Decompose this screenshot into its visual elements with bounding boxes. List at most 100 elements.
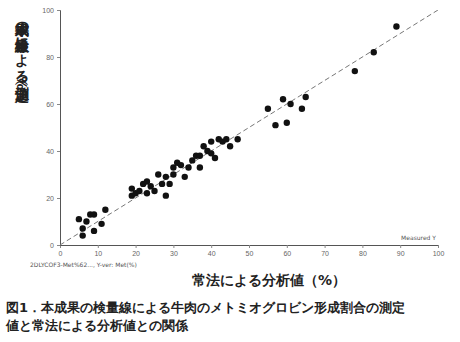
point — [155, 171, 161, 177]
point — [197, 153, 203, 159]
tick-label: 80 — [359, 250, 367, 257]
tick-mark — [362, 245, 363, 248]
tick: 50 — [246, 245, 254, 257]
point — [212, 155, 218, 161]
x-axis-title: 常法による分析値（%） — [192, 272, 346, 288]
tick-label: 40 — [208, 250, 216, 257]
title: 図1．本成果の検量線による牛肉のメトミオグロビン形成割合の測定値と常法による分析… — [5, 300, 405, 333]
annotation: 2DLYCOF3-Met%62..., Y-ver: Met(%) — [30, 261, 137, 268]
point — [76, 216, 82, 222]
point — [136, 188, 142, 194]
tick-mark — [57, 245, 60, 246]
tick-mark — [400, 245, 401, 248]
tick: 70 — [321, 245, 329, 257]
tick-label: 90 — [397, 250, 405, 257]
point — [182, 174, 188, 180]
y-axis-title: 本成果の検量線による測定値（%） — [13, 12, 30, 104]
point — [352, 68, 358, 74]
fit-line — [60, 10, 438, 245]
point — [284, 120, 290, 126]
tick-mark — [249, 245, 250, 248]
point — [159, 181, 165, 187]
tick-mark — [438, 245, 439, 248]
tick-label: 10 — [94, 250, 102, 257]
tick: 80 — [359, 245, 367, 257]
point — [178, 162, 184, 168]
axis-line — [57, 11, 61, 246]
tick: 40 — [46, 148, 60, 155]
tick-mark — [98, 245, 99, 248]
tick-mark — [57, 10, 60, 11]
point — [265, 106, 271, 112]
chart: 0 10 20 30 40 50 60 70 80 90 100 0 20 40 60 80 100 Measur… — [0, 0, 460, 342]
point — [208, 138, 214, 144]
tick-label: 20 — [132, 250, 140, 257]
tick: 90 — [397, 245, 405, 257]
point — [227, 143, 233, 149]
point — [197, 164, 203, 170]
point — [234, 136, 240, 142]
tick: 60 — [46, 101, 60, 108]
x-axis: 0 10 20 30 40 50 60 70 80 90 100 — [59, 245, 445, 257]
tick-label: 40 — [46, 148, 54, 155]
point — [371, 49, 377, 55]
plot-area: 0 10 20 30 40 50 60 70 80 90 100 0 20 40 60 80 100 — [42, 7, 444, 257]
point — [91, 228, 97, 234]
tick: 0 — [59, 245, 63, 257]
tick-label: 50 — [246, 250, 254, 257]
tick-mark — [325, 245, 326, 248]
point — [83, 218, 89, 224]
tick-label: 20 — [46, 195, 54, 202]
tick-mark — [287, 245, 288, 248]
point — [272, 122, 278, 128]
tick: 60 — [283, 245, 291, 257]
point — [102, 207, 108, 213]
tick: 40 — [208, 245, 216, 257]
point — [163, 174, 169, 180]
tick: 100 — [433, 245, 445, 257]
point — [166, 181, 172, 187]
tick-label: 0 — [50, 242, 54, 249]
tick-label: 60 — [46, 101, 54, 108]
tick: 20 — [46, 195, 60, 202]
point — [287, 101, 293, 107]
tick-mark — [57, 57, 60, 58]
tick: 10 — [94, 245, 102, 257]
tick: 20 — [132, 245, 140, 257]
tick: 30 — [170, 245, 178, 257]
tick-label: 60 — [283, 250, 291, 257]
point — [79, 232, 85, 238]
tick-label: 100 — [433, 250, 445, 257]
tick-label: 30 — [170, 250, 178, 257]
tick-label: 80 — [46, 54, 54, 61]
point — [144, 190, 150, 196]
tick-label: 0 — [59, 250, 63, 257]
point — [151, 188, 157, 194]
point — [185, 164, 191, 170]
point — [393, 23, 399, 29]
point — [223, 136, 229, 142]
point — [299, 106, 305, 112]
marks — [60, 10, 438, 245]
tick-mark — [57, 104, 60, 105]
point — [170, 171, 176, 177]
tick-mark — [173, 245, 174, 248]
axis-line — [61, 246, 439, 249]
tick: 80 — [46, 54, 60, 61]
tick-mark — [136, 245, 137, 248]
tick-mark — [211, 245, 212, 248]
tick: 100 — [42, 7, 60, 14]
tick-label: 100 — [42, 7, 54, 14]
point — [79, 225, 85, 231]
tick-mark — [57, 198, 60, 199]
tick-mark — [57, 151, 60, 152]
point — [303, 94, 309, 100]
y-axis: 0 20 40 60 80 100 — [42, 7, 60, 249]
annotation: Measured Y — [401, 234, 436, 241]
tick: 0 — [50, 242, 60, 249]
point — [91, 211, 97, 217]
point — [163, 192, 169, 198]
tick-label: 70 — [321, 250, 329, 257]
point — [98, 221, 104, 227]
point — [280, 96, 286, 102]
